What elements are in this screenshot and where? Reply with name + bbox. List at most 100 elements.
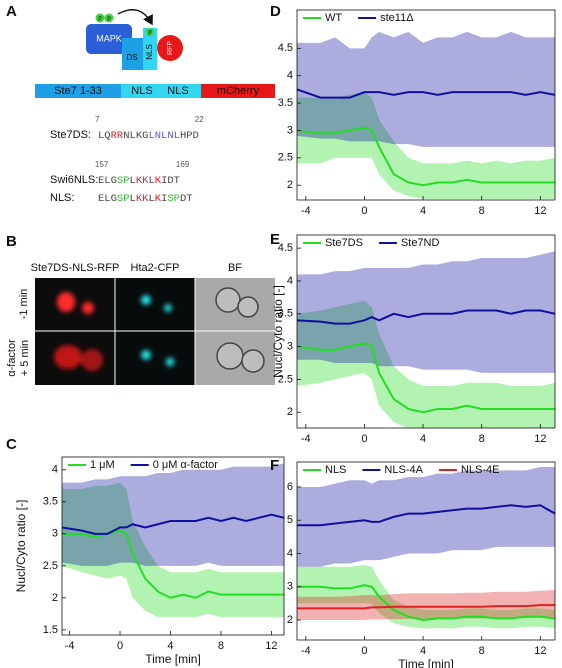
residues: KK [136,175,149,187]
y-tick-label: 3.5 [278,97,293,109]
x-tick-label: 8 [479,433,485,445]
residues: RR [111,130,124,142]
phospho [95,13,105,23]
y-tick-label: 4 [287,547,293,559]
residues: IDT [161,175,180,187]
residues: LNLNL [148,130,180,142]
column-label: Hta2-CFP [131,262,180,274]
x-tick-label: 0 [361,645,367,657]
residues: KK [136,193,149,205]
nls-label: NLS [145,44,154,60]
residue-number: 22 [195,115,204,124]
phospho-label: p [107,16,111,22]
legend-label: NLS-4A [384,464,423,476]
residues: K [155,175,162,187]
mapk-label: MAPK [96,33,122,43]
error-band [297,565,555,629]
series-line [297,342,555,414]
ds-box [122,38,143,70]
x-axis-label: Time [min] [145,652,201,666]
plot-area [62,463,284,618]
chart: E 2 2.5 3 3.5 4 4.5 -4 0 4 8 12 Nucl/Cyto ratio [-] S… [270,231,556,445]
panel-letter: D [270,3,281,20]
sequence: LQRRNLKGLNLNLHPD [98,130,199,142]
chart: F 2 3 4 5 6 -4 0 4 8 12 Time [min] NLS NLS-4A NLS-4E [270,457,556,668]
x-tick-label: 12 [534,645,546,657]
rfp-circle [157,35,183,61]
row-label: -1 min [18,289,30,320]
x-tick-label: 12 [534,205,546,217]
residues: DT [180,193,193,205]
plot-area [297,31,555,199]
legend-label: WT [325,12,342,24]
sequence-label: Swi6NLS: [50,174,98,186]
plot-area [297,251,555,428]
y-tick-label: 3 [287,124,293,136]
x-tick-label: -4 [301,433,311,445]
sequence-label: Ste7DS: [50,129,91,141]
axes-box [296,461,556,641]
error-band [297,590,555,621]
legend-label: 0 μM α-factor [153,459,219,471]
arrow [117,9,153,26]
y-tick-label: 3 [52,528,58,540]
y-axis-label: Nucl/Cyto ratio [-] [14,500,28,593]
residues: L [130,175,136,187]
charts: C 1.5 2 2.5 3 3.5 4 -4 0 4 8 12 Time [min] Nucl/Cyto … [6,3,556,668]
rfp-label: RFP [167,41,174,55]
column-label: Ste7DS-NLS-RFP [31,262,120,274]
phospho-label: p [98,16,102,22]
phospho-label: p [148,30,152,36]
y-axis-label: Nucl/Cyto ratio [-] [271,285,285,378]
y-tick-label: 2 [287,406,293,418]
x-tick-label: 0 [361,205,367,217]
series-line [297,88,555,99]
series-line [297,126,555,187]
series-line [297,604,555,610]
legend-label: Ste7ND [401,237,440,249]
residues: HPD [180,130,199,142]
x-tick-label: 4 [420,205,426,217]
axes-box [296,234,556,429]
residue-number: 169 [176,160,190,169]
x-tick-label: 4 [167,640,173,652]
residues: NLKG [123,130,148,142]
sequence-label: NLS: [50,192,74,204]
phospho [104,13,114,23]
y-tick-label: 3.5 [43,496,58,508]
ds-label: DS [126,53,137,62]
y-tick-label: 3 [287,581,293,593]
x-tick-label: -4 [65,640,75,652]
chart: C 1.5 2 2.5 3 3.5 4 -4 0 4 8 12 Time [min] Nucl/Cyto … [6,436,285,666]
y-tick-label: 4.5 [278,42,293,54]
mapk-box [86,24,132,54]
x-tick-label: 0 [117,640,123,652]
column-label: BF [228,262,242,274]
y-tick-label: 2 [287,179,293,191]
panel-letter: C [6,436,17,453]
y-tick-label: 4.5 [278,242,293,254]
construct-label: Ste7 1-33 [54,85,102,97]
construct-label: NLS [167,85,188,97]
residues: K [155,193,162,205]
y-tick-label: 5 [287,514,293,526]
axes-box [61,456,285,636]
error-band [297,300,555,428]
x-tick-label: -4 [301,645,311,657]
y-tick-label: 2 [52,592,58,604]
construct-ste7 [35,84,121,98]
error-band [297,31,555,147]
legend-label: Ste7DS [325,237,363,249]
residue-number: 7 [95,115,100,124]
y-tick-label: 3.5 [278,308,293,320]
phospho [146,28,154,36]
legend-label: NLS-4E [461,464,500,476]
legend-label: ste11Δ [380,12,414,24]
y-tick-label: 1.5 [43,624,58,636]
y-tick-label: 3 [287,341,293,353]
construct-label: NLS [131,85,152,97]
y-tick-label: 2 [287,614,293,626]
series-line [297,309,555,325]
error-band [297,466,555,567]
